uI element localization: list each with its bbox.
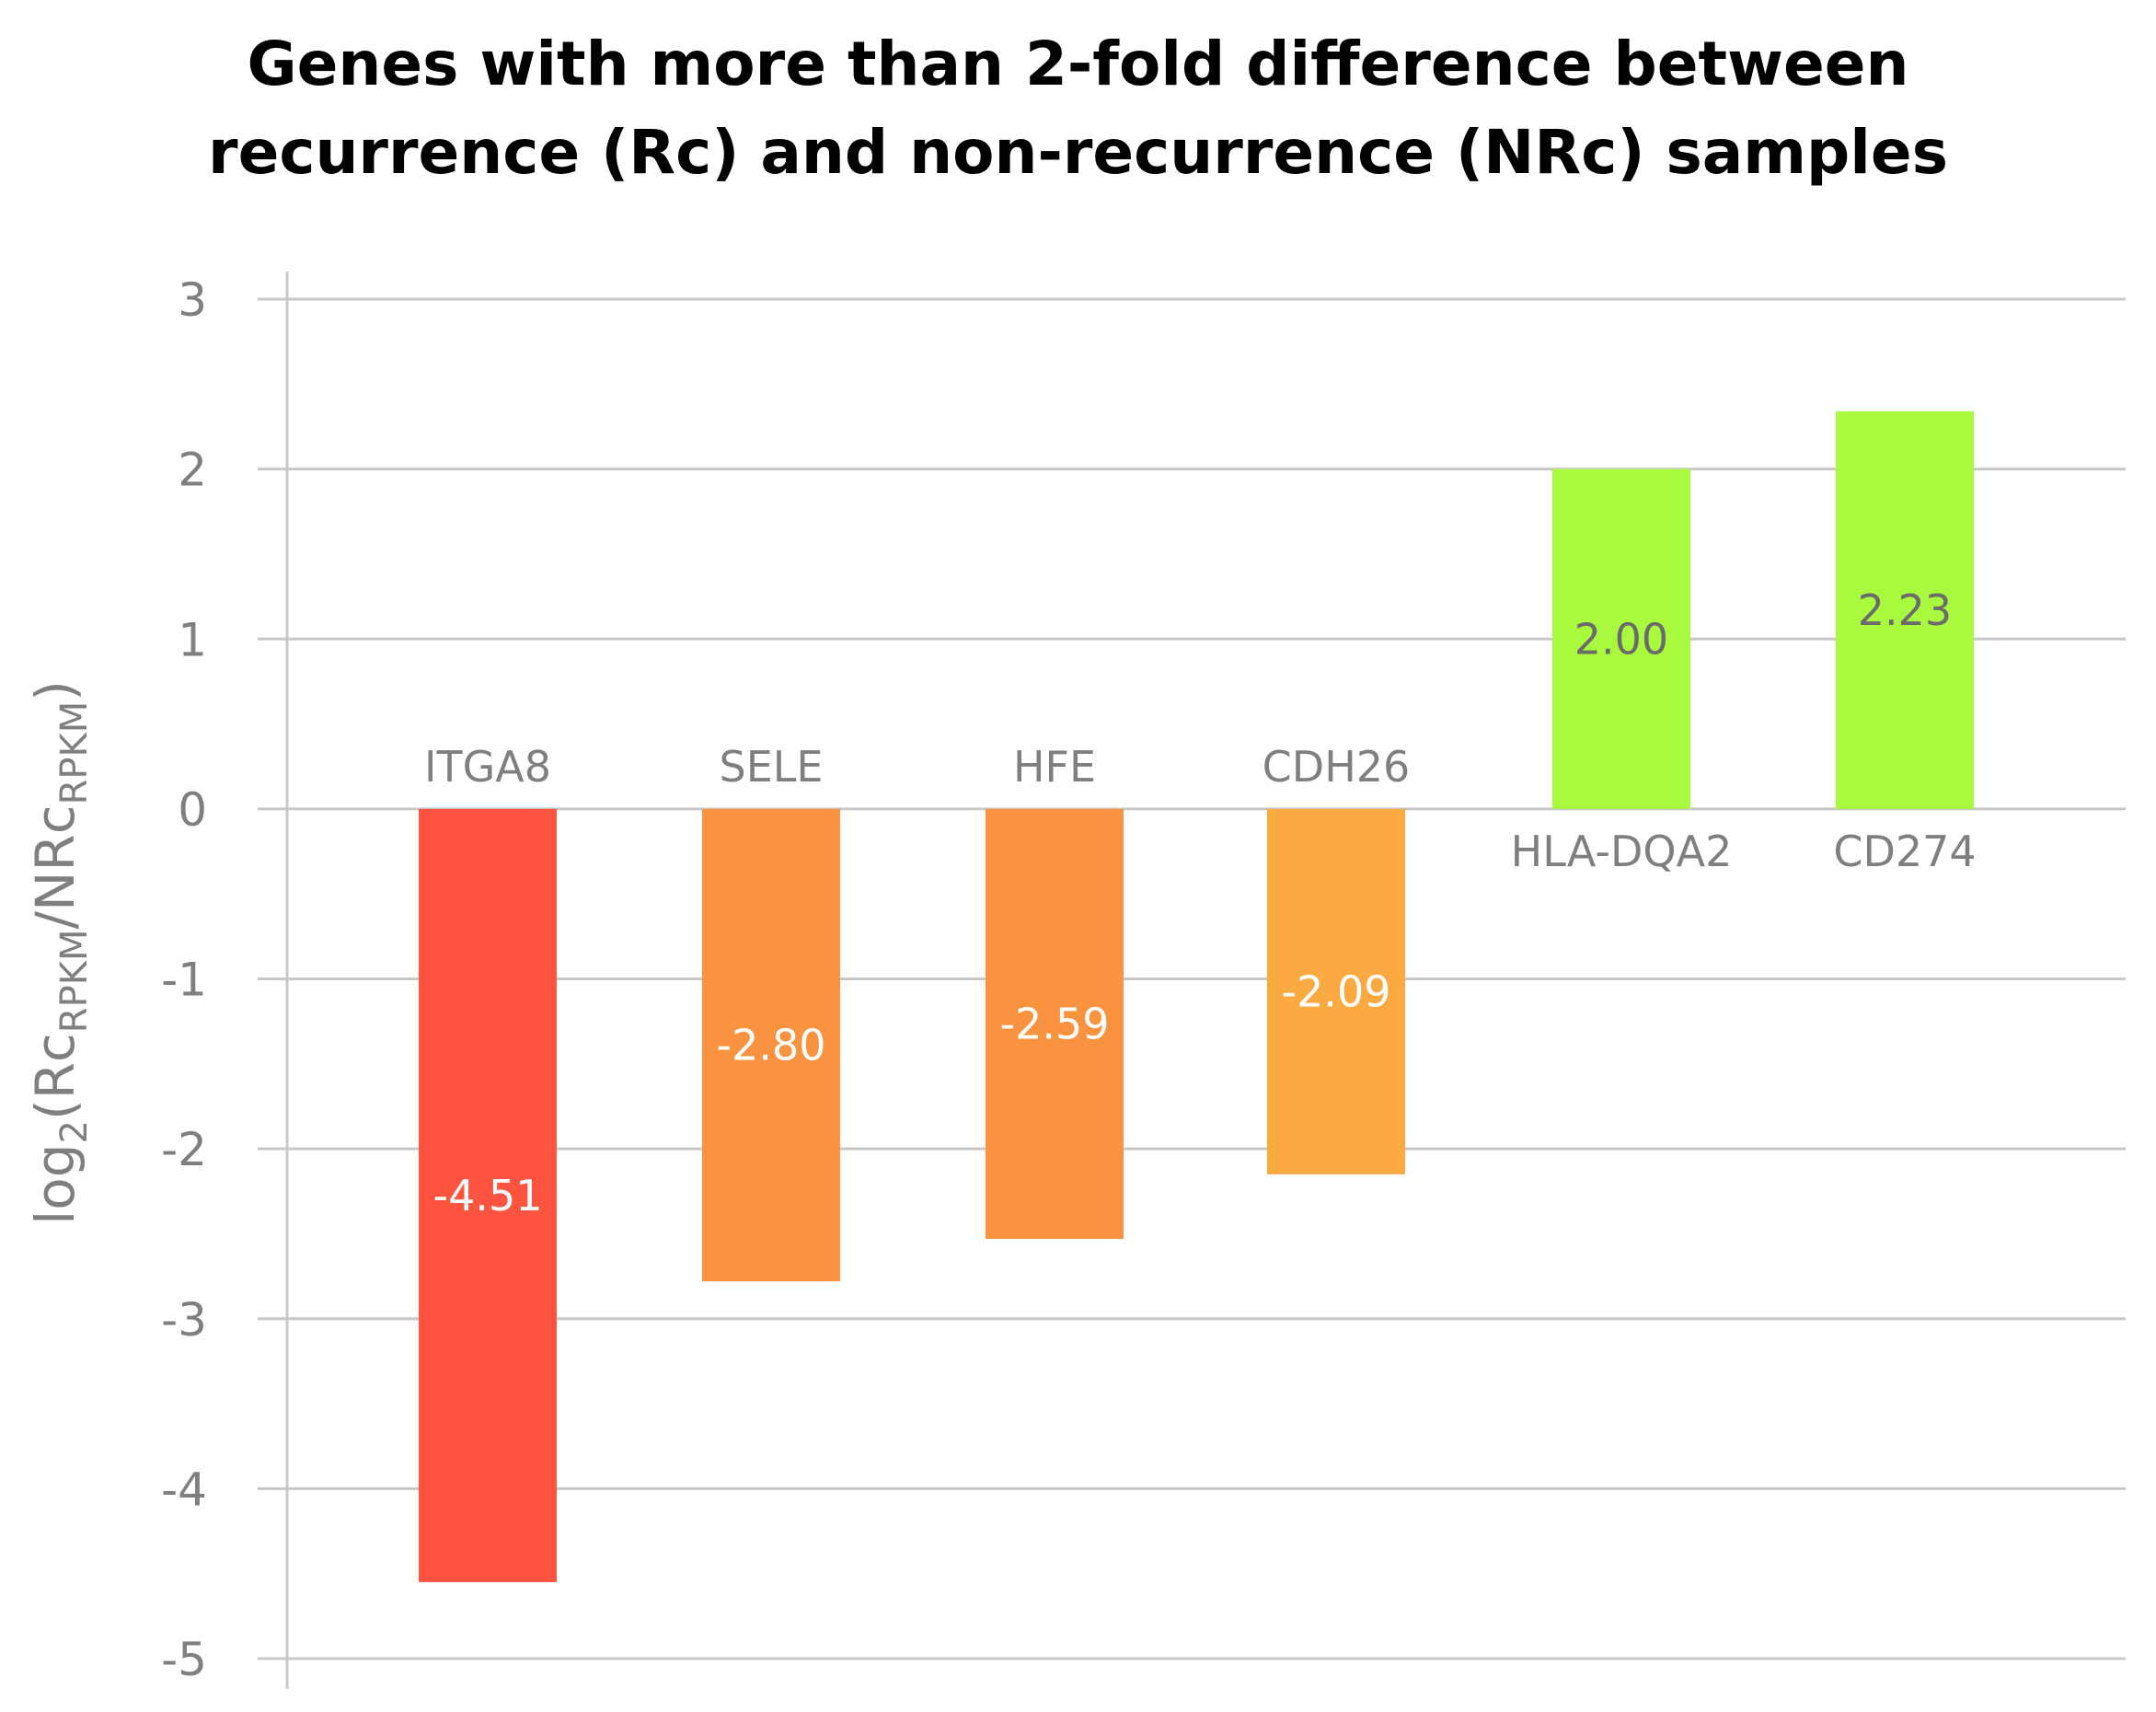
gridlines [258,297,2126,1660]
data-label: -2.09 [1281,966,1390,1016]
y-title-nrc: /NRc [24,804,86,929]
y-axis-title: log2(RcRPKM/NRcRPKM) [24,680,96,1225]
y-tick-label: -3 [161,1293,207,1347]
y-title-log-base: 2 [53,1120,96,1143]
y-title-nrc-sub: RPKM [53,701,96,805]
y-tick-label: 1 [178,613,207,666]
y-tick-label: -5 [161,1633,207,1686]
y-title-rc-sub: RPKM [53,930,96,1034]
category-label: CD274 [1833,827,1976,876]
bars [419,411,1974,1582]
data-label: -2.59 [999,999,1109,1048]
y-axis-ticks: 3 2 1 0 -1 -2 -3 -4 -5 [161,273,207,1686]
data-label: -4.51 [432,1171,542,1220]
bar-hfe [986,808,1124,1239]
bar-cdh26 [1267,808,1405,1174]
y-tick-label: 0 [178,783,207,837]
bar-sele [702,808,840,1282]
category-label: SELE [720,742,824,792]
bar-hla-dqa2 [1552,468,1690,809]
y-tick-label: -1 [161,954,207,1007]
data-label: 2.00 [1574,614,1668,664]
y-tick-label: -4 [161,1463,207,1516]
category-label: HLA-DQA2 [1511,827,1733,876]
bar-itga8 [419,808,557,1582]
labels: ITGA8 -4.51 SELE -2.80 HFE -2.59 CDH26 -2.09 HLA… [424,585,1977,1220]
chart-title-line-1: Genes with more than 2-fold difference b… [247,29,1909,99]
category-label: HFE [1013,742,1096,792]
bar-cd274 [1836,411,1974,809]
y-title-rc: (Rc [24,1033,86,1120]
data-label: -2.80 [716,1021,825,1070]
y-tick-label: -2 [161,1123,207,1176]
data-label: 2.23 [1858,585,1952,635]
y-tick-label: 2 [178,444,207,497]
chart-title: Genes with more than 2-fold difference b… [0,20,2156,197]
category-label: CDH26 [1262,742,1411,792]
y-title-close: ) [24,680,86,701]
y-title-log: log [24,1143,86,1224]
y-tick-label: 3 [178,273,207,327]
chart-title-line-2: recurrence (Rc) and non-recurrence (NRc)… [208,117,1948,188]
category-label: ITGA8 [424,742,551,792]
